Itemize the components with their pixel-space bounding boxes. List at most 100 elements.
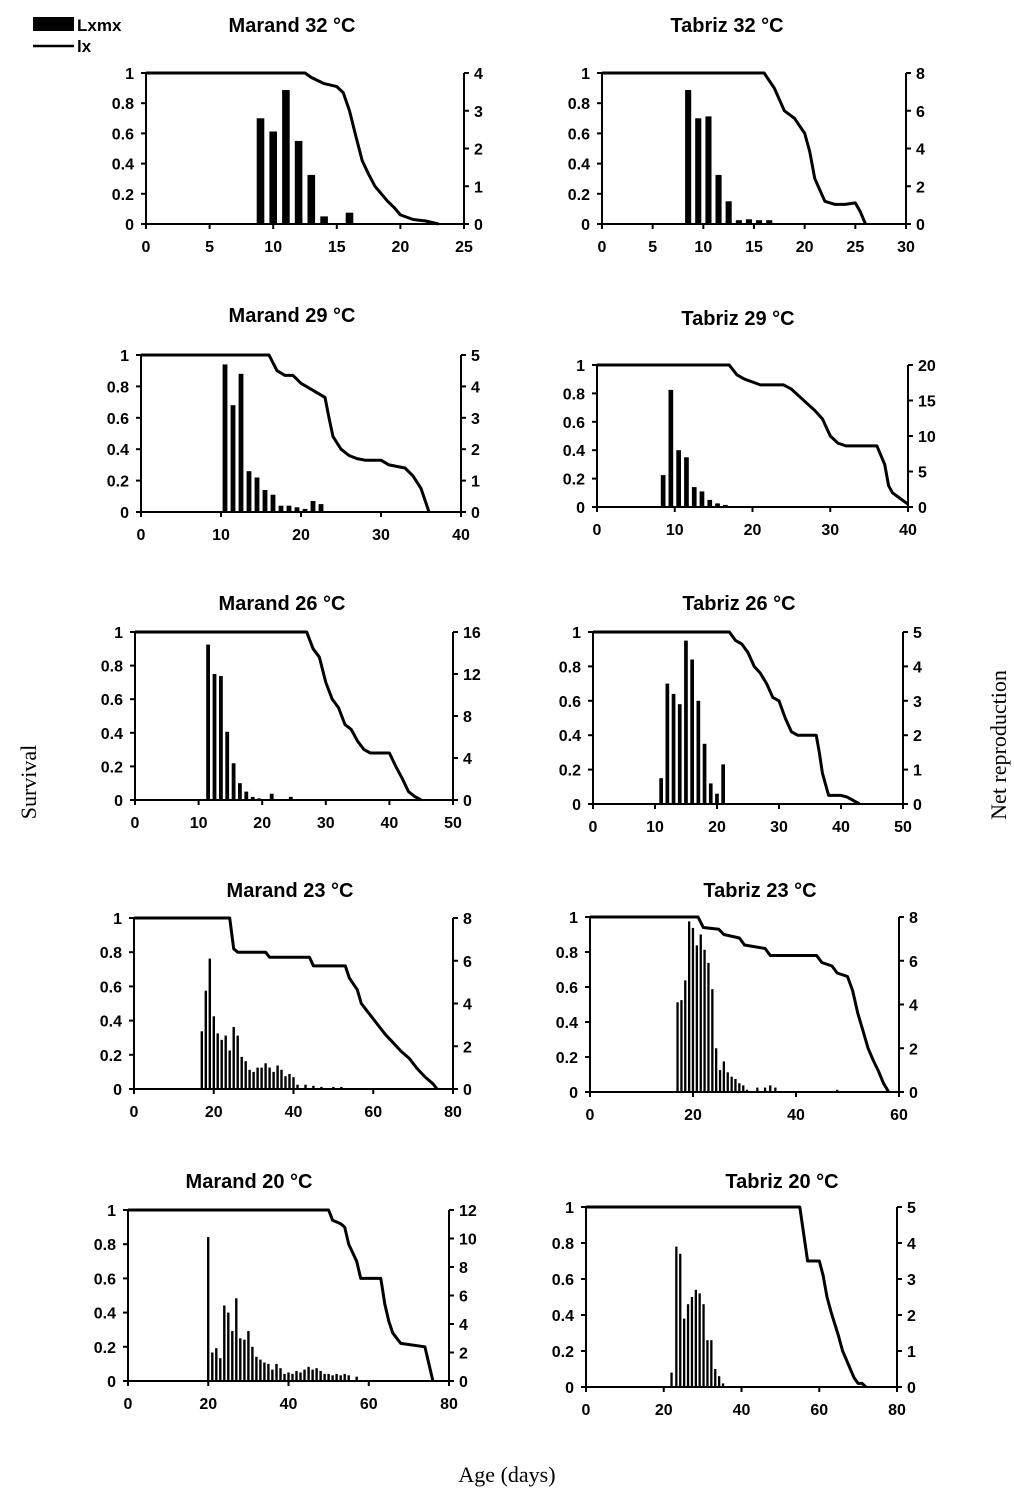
lxmx-bar bbox=[232, 1027, 235, 1089]
y-tick-label-left: 0.8 bbox=[100, 945, 122, 962]
lxmx-bar bbox=[677, 704, 682, 804]
chart-panel-4: Tabriz 29 °C0 10 20 30 4000.20.40.60.8105101… bbox=[563, 308, 936, 539]
lx-survival-line bbox=[586, 1205, 867, 1389]
lxmx-bar bbox=[668, 389, 674, 507]
y-tick-label-left: 1 bbox=[107, 1203, 116, 1220]
lxmx-bar bbox=[335, 1373, 338, 1381]
x-tick-label: 15 bbox=[328, 239, 346, 256]
y-tick-label-right: 5 bbox=[471, 348, 480, 365]
lxmx-bar bbox=[688, 921, 691, 1092]
chart-panel-3: Marand 29 °C0 10 20 30 4000.20.40.60.8101234… bbox=[107, 305, 480, 544]
y-tick-label-right: 2 bbox=[463, 1039, 472, 1056]
lxmx-bar bbox=[684, 980, 687, 1092]
lxmx-bar bbox=[224, 1035, 227, 1089]
chart-panel-5: Marand 26 °C0 10 20 30 40 5000.20.40.60.81048… bbox=[101, 593, 481, 832]
lxmx-bar bbox=[685, 90, 692, 224]
y-tick-label-right: 10 bbox=[459, 1232, 477, 1249]
x-tick-label: 0 bbox=[598, 239, 607, 256]
lxmx-bar bbox=[231, 763, 236, 801]
lxmx-bar bbox=[270, 494, 276, 512]
lxmx-bar bbox=[691, 487, 697, 507]
x-tick-label: 10 bbox=[212, 527, 230, 544]
lxmx-bar bbox=[244, 1061, 247, 1089]
lxmx-bar bbox=[303, 1369, 306, 1381]
x-tick-label: 20 bbox=[708, 819, 726, 836]
y-tick-label-left: 0 bbox=[113, 1082, 122, 1099]
y-tick-label-left: 1 bbox=[572, 625, 581, 642]
lxmx-bar bbox=[721, 764, 725, 804]
lxmx-bar bbox=[340, 1086, 343, 1089]
lxmx-bar bbox=[318, 504, 324, 512]
x-tick-label: 10 bbox=[694, 239, 712, 256]
y-tick-label-left: 1 bbox=[565, 1200, 574, 1217]
y-tick-label-left: 0.4 bbox=[559, 728, 581, 745]
lxmx-bar bbox=[255, 1356, 258, 1381]
lxmx-bar bbox=[708, 783, 713, 804]
x-tick-label: 10 bbox=[190, 815, 208, 832]
lxmx-bar bbox=[702, 1304, 705, 1387]
lxmx-bar bbox=[228, 1050, 231, 1089]
y-tick-label-left: 0.6 bbox=[563, 415, 585, 432]
y-tick-label-right: 8 bbox=[459, 1260, 468, 1277]
y-tick-label-right: 10 bbox=[918, 429, 936, 446]
lxmx-bar bbox=[208, 958, 211, 1089]
lxmx-bar bbox=[263, 1362, 266, 1381]
y-tick-label-right: 8 bbox=[916, 66, 925, 83]
lxmx-bar bbox=[248, 1069, 251, 1089]
x-tick-label: 80 bbox=[440, 1396, 458, 1413]
x-tick-label: 10 bbox=[646, 819, 664, 836]
lxmx-bar bbox=[227, 1312, 230, 1381]
lxmx-bar bbox=[715, 1048, 718, 1093]
y-tick-label-right: 0 bbox=[471, 505, 480, 522]
lxmx-bar bbox=[204, 990, 207, 1089]
y-tick-label-right: 16 bbox=[463, 625, 481, 642]
y-tick-label-left: 0.2 bbox=[552, 1344, 574, 1361]
lxmx-bar bbox=[707, 962, 710, 1092]
y-tick-label-left: 0.2 bbox=[556, 1050, 578, 1067]
y-tick-label-right: 5 bbox=[913, 625, 922, 642]
lxmx-bar bbox=[252, 1071, 255, 1089]
lxmx-bar bbox=[310, 501, 316, 512]
y-tick-label-right: 4 bbox=[907, 1236, 916, 1253]
y-tick-label-left: 0.2 bbox=[101, 759, 123, 776]
lxmx-bar bbox=[247, 1331, 250, 1381]
lxmx-bar bbox=[299, 1372, 302, 1381]
x-tick-label: 0 bbox=[593, 522, 602, 539]
lxmx-bar bbox=[259, 1359, 262, 1381]
y-axis-left-label: Survival bbox=[16, 745, 41, 820]
lxmx-bar bbox=[320, 1086, 323, 1089]
legend: Lxmx lx bbox=[33, 16, 122, 56]
lxmx-bar bbox=[691, 927, 695, 1092]
x-tick-label: 0 bbox=[582, 1402, 591, 1419]
lxmx-bar bbox=[260, 1067, 263, 1089]
lxmx-bar bbox=[723, 504, 728, 507]
y-tick-label-right: 8 bbox=[463, 911, 472, 928]
y-tick-label-right: 1 bbox=[913, 763, 922, 780]
legend-bar-swatch bbox=[33, 17, 74, 31]
lxmx-bar bbox=[742, 1085, 745, 1092]
lxmx-bar bbox=[272, 1071, 275, 1089]
y-tick-label-left: 0.2 bbox=[94, 1340, 116, 1357]
lxmx-bar bbox=[345, 212, 354, 224]
y-tick-label-left: 0.4 bbox=[556, 1015, 578, 1032]
lx-survival-line bbox=[602, 71, 867, 225]
y-tick-label-right: 15 bbox=[918, 394, 936, 411]
lxmx-bar bbox=[254, 477, 260, 512]
lxmx-bar bbox=[246, 471, 252, 512]
x-tick-label: 40 bbox=[280, 1396, 298, 1413]
chart-title: Tabriz 26 °C bbox=[682, 593, 795, 615]
lxmx-bar bbox=[695, 945, 698, 1092]
chart-panel-6: Tabriz 26 °C0 10 20 30 40 5000.20.40.60.81012… bbox=[559, 593, 922, 836]
x-tick-label: 50 bbox=[894, 819, 912, 836]
x-tick-label: 15 bbox=[745, 239, 763, 256]
x-tick-label: 20 bbox=[199, 1396, 217, 1413]
y-tick-label-right: 12 bbox=[459, 1203, 477, 1220]
y-tick-label-left: 0.6 bbox=[101, 692, 123, 709]
lxmx-bar bbox=[307, 174, 316, 224]
lxmx-bar bbox=[271, 1369, 274, 1381]
lxmx-bar bbox=[665, 683, 670, 804]
x-axis-label: Age (days) bbox=[458, 1462, 555, 1487]
lxmx-bar bbox=[250, 796, 255, 800]
lxmx-bar bbox=[268, 1067, 271, 1089]
